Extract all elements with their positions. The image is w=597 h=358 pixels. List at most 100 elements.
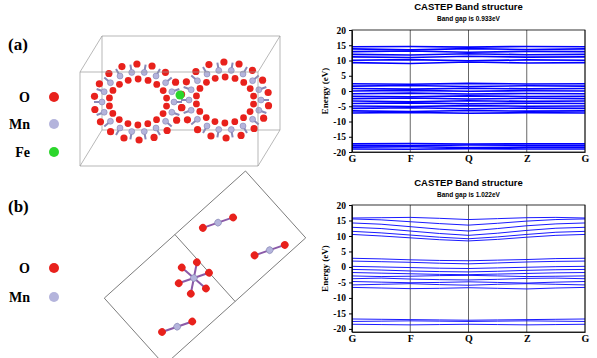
atom-o	[106, 95, 113, 102]
figure-svg: (a)OMnFe(b)OMnCASTEP Band structureBand …	[0, 0, 597, 358]
y-axis: -20-15-10-505101520	[333, 26, 352, 158]
atom-mn	[250, 116, 256, 122]
y-tick: 15	[337, 41, 353, 51]
atom-o	[178, 104, 185, 111]
y-tick-mark	[349, 205, 352, 206]
atom-o	[172, 79, 179, 86]
y-tick: -15	[333, 309, 352, 319]
atom-o	[221, 120, 228, 127]
x-axis: GFQZG	[349, 152, 590, 164]
band	[352, 227, 585, 235]
atom-mn	[265, 245, 275, 255]
atom-mn	[188, 87, 194, 93]
band	[352, 143, 585, 145]
atom-o	[133, 60, 140, 67]
atom-o	[204, 267, 215, 278]
atom-mn	[256, 87, 262, 93]
y-tick: 20	[337, 26, 353, 36]
atom-legend-swatch	[49, 147, 59, 157]
atom-o	[265, 89, 272, 96]
atom-mn	[107, 80, 113, 86]
band	[352, 87, 585, 90]
atom-mn	[169, 89, 175, 95]
cell-edge	[80, 72, 258, 166]
atom-o	[203, 79, 210, 86]
atom-o	[91, 93, 98, 100]
atom-o	[197, 85, 204, 92]
atom-mn	[240, 123, 246, 129]
grid-line	[410, 205, 411, 332]
atom-o	[97, 118, 104, 125]
atom-o	[194, 126, 201, 133]
band-chart: CASTEP Band structureBand gap is 0.933eV…	[320, 1, 590, 164]
y-tick-mark	[349, 76, 352, 77]
atom-o	[145, 77, 152, 84]
y-tick-mark	[349, 61, 352, 62]
atom-o	[135, 76, 142, 83]
atom-legend-swatch	[49, 292, 59, 302]
band	[352, 258, 585, 260]
atom-o	[120, 134, 127, 141]
y-tick-mark	[349, 30, 352, 31]
atom-o	[163, 95, 170, 102]
band	[352, 319, 585, 320]
atom-legend-swatch	[49, 263, 59, 273]
y-tick: 5	[341, 71, 352, 81]
y-axis-title: Energy (eV)	[320, 245, 330, 292]
y-tick-label: 15	[337, 41, 347, 51]
atom-mn	[188, 107, 194, 113]
y-tick-mark	[349, 267, 352, 268]
atom-o	[247, 108, 254, 115]
y-tick-label: -20	[333, 148, 346, 158]
atom-mn	[256, 107, 262, 113]
atom-o	[198, 223, 209, 234]
atom-o	[260, 115, 267, 122]
y-tick-label: 15	[337, 216, 347, 226]
band	[352, 60, 585, 61]
x-tick: G	[582, 152, 590, 164]
atom-o	[196, 108, 203, 115]
x-tick-label: G	[349, 153, 357, 164]
panel-label: (a)	[8, 35, 28, 54]
atom-mn	[99, 99, 105, 105]
atom-mn	[172, 322, 182, 332]
y-tick-label: -10	[333, 293, 346, 303]
band	[352, 269, 585, 271]
atom-mn	[153, 125, 159, 131]
atom-mn	[194, 116, 200, 122]
y-tick-label: 0	[341, 87, 346, 97]
x-tick: G	[349, 152, 357, 164]
y-tick-mark	[349, 282, 352, 283]
cell-edge	[258, 130, 280, 166]
atom-o	[96, 80, 103, 87]
atom-mn	[107, 118, 113, 124]
band	[352, 102, 585, 105]
y-tick: 20	[337, 201, 353, 211]
atom-o	[178, 104, 185, 111]
atom-o	[251, 125, 258, 132]
y-tick: 0	[341, 87, 352, 97]
atom-legend-swatch	[49, 119, 59, 129]
atom-o	[203, 114, 210, 121]
atom-mn	[169, 109, 175, 115]
atom-mn	[117, 125, 123, 131]
y-tick-label: 20	[337, 26, 347, 36]
atom-o	[201, 283, 212, 294]
band	[352, 107, 585, 110]
y-tick: 15	[337, 216, 353, 226]
atom-o	[157, 327, 168, 338]
atom-mn	[250, 78, 256, 84]
x-tick-label: F	[408, 153, 414, 164]
band	[352, 83, 585, 86]
atom-legend-label: O	[19, 261, 30, 276]
atom-o	[228, 212, 239, 223]
atom-o	[259, 77, 266, 84]
y-tick-mark	[349, 122, 352, 123]
y-tick: 5	[341, 247, 352, 257]
band	[352, 261, 585, 264]
structure-b	[104, 171, 305, 358]
atom-legend-swatch	[49, 92, 59, 102]
x-tick-label: G	[582, 153, 590, 164]
atom-o	[240, 114, 247, 121]
atom-o	[110, 87, 117, 94]
